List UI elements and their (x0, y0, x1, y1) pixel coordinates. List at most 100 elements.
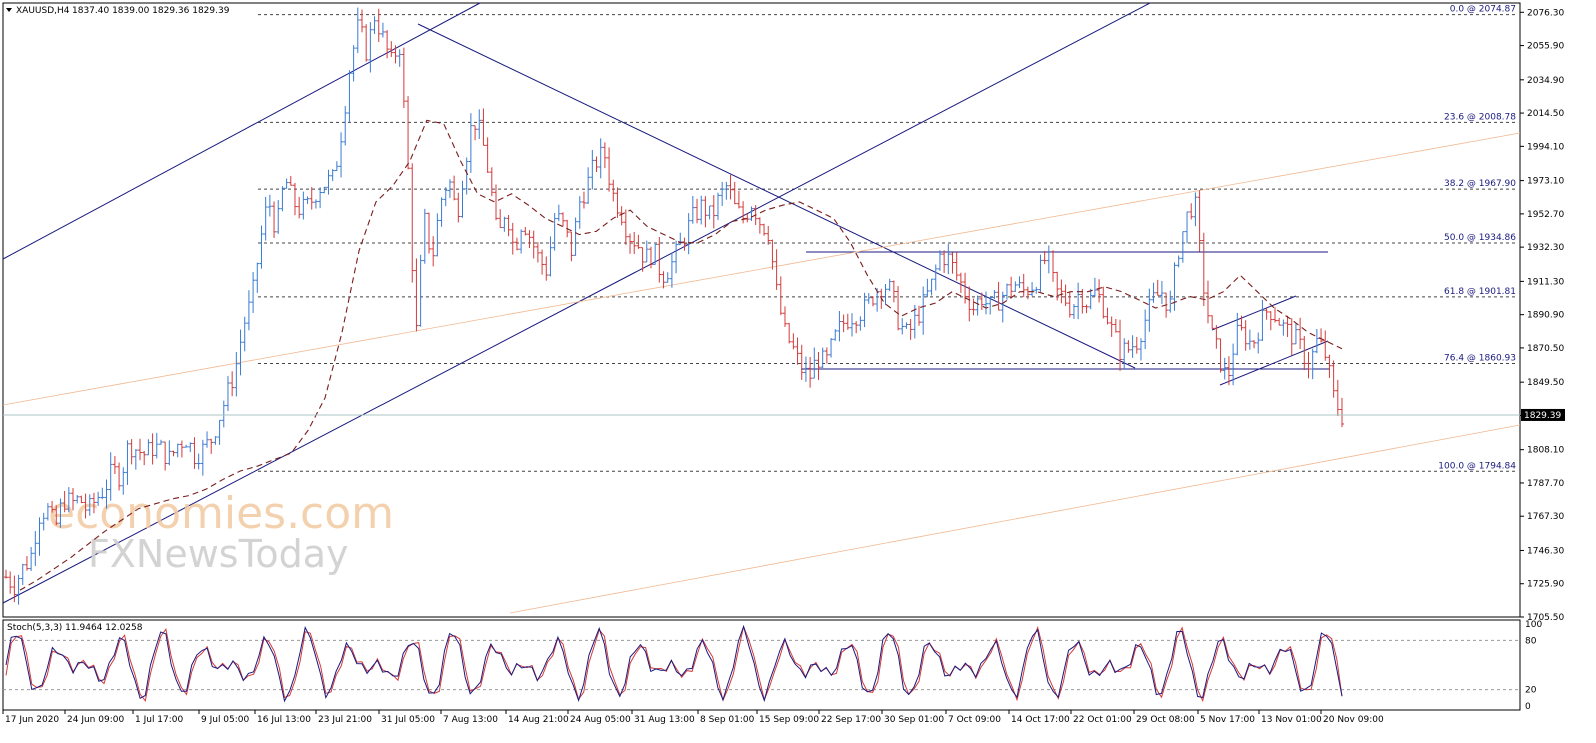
candle (41, 512, 46, 531)
candle (24, 556, 29, 571)
candle (569, 231, 574, 262)
candle (917, 305, 922, 326)
candle (213, 436, 218, 445)
candle (548, 236, 553, 277)
candle (142, 450, 147, 466)
candle (1105, 307, 1110, 325)
candle (1260, 299, 1265, 341)
candle (695, 198, 700, 224)
watermark: economies.com FXNewsToday (48, 488, 394, 576)
candle (820, 347, 825, 368)
candle (351, 45, 356, 82)
y-tick-label: 1725.90 (1527, 580, 1564, 590)
candle (1340, 397, 1344, 428)
candle (62, 490, 67, 513)
candle (1197, 190, 1202, 252)
candle (16, 574, 21, 605)
candle (334, 161, 339, 171)
candle (347, 70, 352, 123)
x-tick-label: 15 Sep 09:00 (759, 715, 819, 725)
candle (1205, 280, 1210, 324)
candle (1021, 273, 1026, 297)
candle (179, 440, 184, 458)
candle (1071, 303, 1076, 319)
candle (904, 322, 909, 329)
candle (946, 244, 951, 275)
candle (581, 191, 586, 209)
candle (1272, 307, 1277, 323)
candle (393, 45, 398, 64)
candle (71, 488, 76, 511)
candle (1247, 329, 1252, 350)
x-tick-label: 22 Oct 01:00 (1073, 715, 1132, 725)
candle (397, 49, 402, 67)
candle (66, 487, 71, 513)
candle (1151, 282, 1156, 303)
x-tick-label: 22 Sep 17:00 (821, 715, 881, 725)
candle (1038, 254, 1043, 292)
candle (1017, 276, 1022, 289)
y-tick-label: 1787.70 (1527, 479, 1564, 489)
rising-support-line (2, 2, 1151, 604)
candle (54, 505, 59, 526)
candle (988, 296, 993, 315)
candle (297, 196, 302, 219)
candle (37, 517, 42, 556)
candle (1189, 203, 1194, 220)
y-tick-label: 2014.50 (1527, 109, 1564, 119)
candle (519, 229, 524, 254)
x-tick-label: 20 Nov 09:00 (1323, 715, 1384, 725)
candle (418, 254, 423, 327)
fib-label-5: 76.4 @ 1860.93 (1444, 354, 1516, 364)
candle (598, 138, 603, 179)
candle (720, 181, 725, 207)
candle (1147, 288, 1152, 332)
candle (456, 192, 461, 223)
candle (778, 276, 783, 316)
candle (1185, 211, 1190, 244)
x-tick-label: 9 Jul 05:00 (201, 715, 250, 725)
candle (657, 237, 662, 283)
candle (121, 467, 126, 495)
candle (1059, 279, 1064, 304)
candle (129, 439, 134, 465)
candle (460, 180, 465, 218)
candle (757, 217, 762, 234)
candle (426, 212, 431, 254)
candle (443, 187, 448, 207)
candle (531, 230, 536, 259)
dropdown-triangle-icon[interactable] (6, 8, 12, 12)
candle (816, 351, 821, 380)
candle (1222, 357, 1227, 380)
candle (385, 30, 390, 59)
candle (1097, 279, 1102, 303)
y-tick-label: 1746.30 (1527, 546, 1564, 556)
moving-average (19, 119, 1343, 591)
candle (96, 491, 101, 506)
candle (544, 256, 549, 281)
candle (410, 163, 415, 283)
flag-lower-line (1219, 340, 1329, 386)
y-tick-label: 1890.90 (1527, 311, 1564, 321)
x-tick-label: 24 Jun 09:00 (67, 715, 124, 725)
candle (937, 250, 942, 271)
candle (1323, 330, 1328, 361)
candle (359, 9, 364, 33)
candle (724, 181, 729, 200)
candle (1088, 288, 1093, 310)
candle (263, 196, 268, 241)
candle (644, 240, 649, 263)
candle (380, 22, 385, 38)
candle (104, 479, 109, 509)
candle (1306, 351, 1311, 379)
candle (376, 8, 381, 42)
candle (133, 448, 138, 470)
candle (1051, 250, 1056, 282)
candle (699, 195, 704, 225)
main-plot-frame (2, 2, 1521, 618)
candle (313, 199, 318, 209)
candle (184, 444, 189, 448)
candle (58, 498, 63, 528)
candle (540, 249, 545, 275)
